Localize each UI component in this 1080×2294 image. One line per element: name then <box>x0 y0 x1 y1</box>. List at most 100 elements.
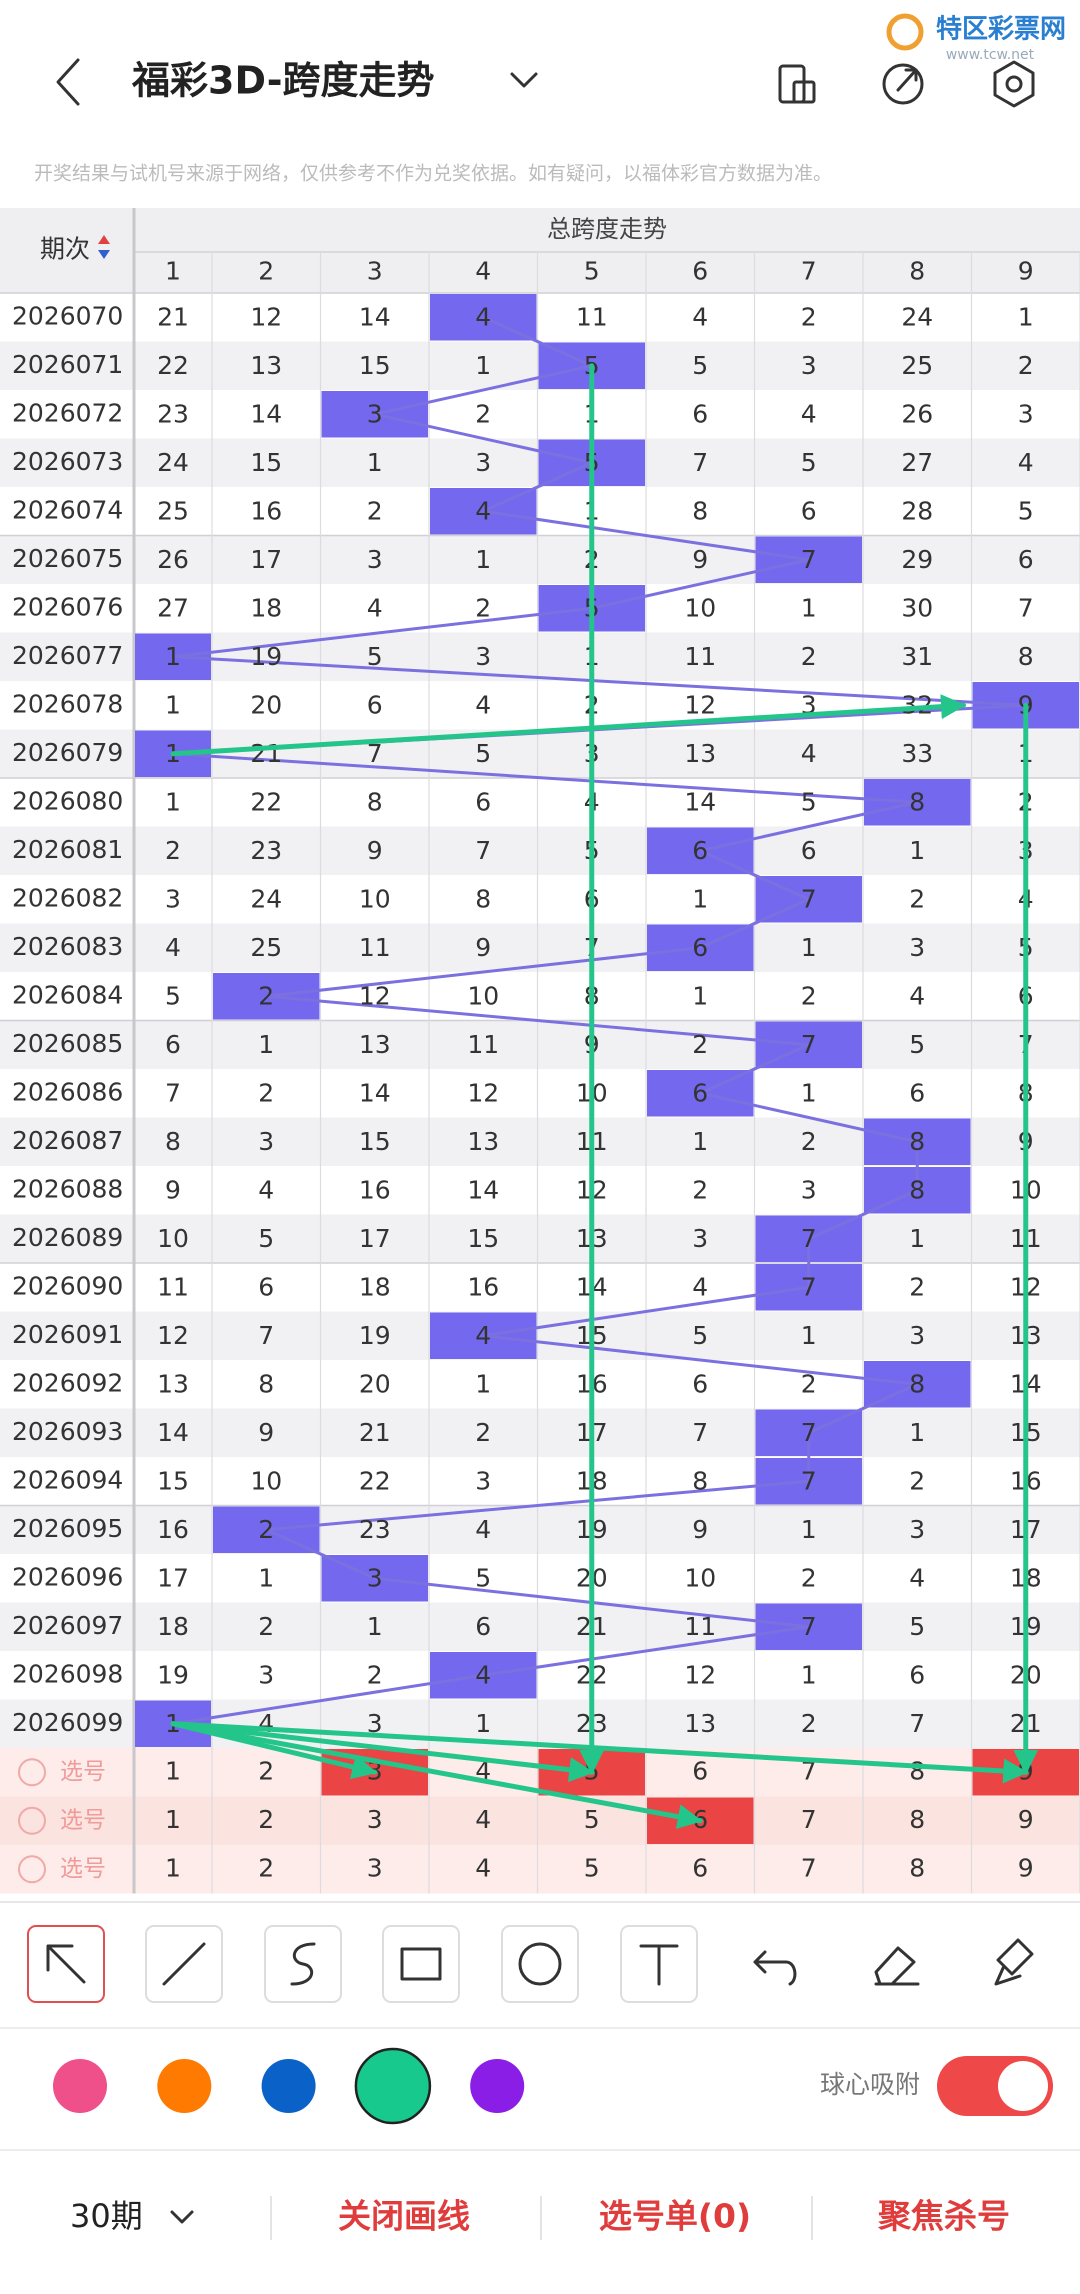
select-number[interactable]: 2 <box>258 1805 274 1834</box>
close-lines-button[interactable]: 关闭画线 <box>338 2197 470 2236</box>
select-number[interactable]: 7 <box>801 1756 817 1785</box>
rect-tool[interactable] <box>382 1925 460 2003</box>
green-arrow <box>170 694 966 757</box>
select-tool[interactable] <box>27 1925 105 2003</box>
trend-line <box>699 849 810 901</box>
select-number[interactable]: 8 <box>909 1756 925 1785</box>
select-number[interactable]: 4 <box>475 1853 491 1882</box>
span-value: 3 <box>367 399 383 428</box>
select-row-bg <box>0 1845 1080 1894</box>
select-number[interactable]: 8 <box>909 1805 925 1834</box>
omission-value: 14 <box>359 1078 391 1107</box>
select-number[interactable]: 6 <box>692 1853 708 1882</box>
color-swatch[interactable] <box>470 2059 525 2113</box>
select-number[interactable]: 2 <box>258 1853 274 1882</box>
period-dropdown[interactable] <box>170 2210 194 2224</box>
omission-value: 4 <box>801 739 817 768</box>
select-number[interactable]: 5 <box>584 1853 600 1882</box>
select-number[interactable]: 9 <box>1018 1805 1034 1834</box>
select-number[interactable]: 1 <box>165 1805 181 1834</box>
span-value: 7 <box>801 1224 817 1253</box>
omission-value: 9 <box>258 1418 274 1447</box>
color-swatch[interactable] <box>53 2059 107 2113</box>
select-number[interactable]: 1 <box>165 1853 181 1882</box>
omission-value: 6 <box>801 836 817 865</box>
curve-tool[interactable] <box>264 1925 342 2003</box>
omission-value: 2 <box>801 1127 817 1156</box>
text-tool[interactable] <box>620 1925 698 2003</box>
span-value: 4 <box>475 1321 491 1350</box>
page-title: 福彩3D-跨度走势 <box>131 59 434 103</box>
select-number[interactable]: 3 <box>367 1805 383 1834</box>
undo-button[interactable] <box>753 1950 797 1986</box>
period: 2026094 <box>12 1465 123 1494</box>
color-swatch[interactable] <box>157 2059 212 2113</box>
color-swatch[interactable] <box>261 2059 316 2113</box>
eraser-button[interactable] <box>874 1946 920 1986</box>
select-number[interactable]: 2 <box>258 1756 274 1785</box>
circle-tool[interactable] <box>501 1925 579 2003</box>
select-number[interactable]: 1 <box>165 1756 181 1785</box>
omission-value: 8 <box>367 787 383 816</box>
share-button[interactable] <box>882 63 924 105</box>
omission-value: 12 <box>250 302 282 331</box>
span-value: 8 <box>909 1369 925 1398</box>
omission-value: 10 <box>684 593 716 622</box>
omission-value: 10 <box>467 981 499 1010</box>
select-number[interactable]: 6 <box>692 1756 708 1785</box>
trend-line <box>172 606 592 659</box>
layout-button[interactable] <box>778 64 816 104</box>
period: 2026071 <box>12 350 123 379</box>
title-dropdown[interactable] <box>510 72 538 88</box>
omission-value: 9 <box>692 1515 708 1544</box>
line-tool[interactable] <box>145 1925 223 2003</box>
row-bg <box>0 1505 1080 1554</box>
omission-value: 14 <box>157 1418 189 1447</box>
omission-value: 2 <box>475 399 491 428</box>
back-button[interactable] <box>56 58 80 106</box>
row-bg <box>0 1069 1080 1118</box>
period: 2026074 <box>12 495 123 524</box>
trend-line <box>172 1673 484 1726</box>
trend-line <box>699 800 918 853</box>
period: 2026073 <box>12 447 123 476</box>
snap-toggle[interactable] <box>937 2056 1053 2116</box>
select-radio[interactable] <box>18 1806 46 1835</box>
select-number[interactable]: 7 <box>801 1805 817 1834</box>
settings-button[interactable] <box>993 60 1035 108</box>
span-value: 7 <box>801 1466 817 1495</box>
omission-value: 17 <box>157 1563 189 1592</box>
trend-line <box>172 655 1026 707</box>
omission-value: 7 <box>1018 593 1034 622</box>
omission-value: 9 <box>367 836 383 865</box>
omission-value: 1 <box>475 1709 491 1738</box>
period: 2026084 <box>12 980 123 1009</box>
clear-button[interactable] <box>994 1938 1034 1986</box>
omission-value: 1 <box>475 351 491 380</box>
omission-value: 16 <box>250 496 282 525</box>
column-header: 9 <box>1018 257 1034 286</box>
select-number[interactable]: 3 <box>367 1853 383 1882</box>
omission-value: 5 <box>258 1224 274 1253</box>
omission-value: 5 <box>1018 496 1034 525</box>
select-number[interactable]: 4 <box>475 1805 491 1834</box>
trend-line <box>482 461 593 513</box>
green-arrow <box>170 1721 703 1829</box>
omission-value: 8 <box>165 1127 181 1156</box>
omission-value: 2 <box>367 1660 383 1689</box>
select-radio[interactable] <box>18 1758 46 1787</box>
color-swatch[interactable] <box>354 2047 432 2125</box>
select-number[interactable]: 9 <box>1018 1853 1034 1882</box>
period-count[interactable]: 30期 <box>70 2197 143 2235</box>
ticket-button[interactable]: 选号单(0) <box>599 2197 751 2236</box>
focus-button[interactable]: 聚焦杀号 <box>877 2197 1010 2236</box>
omission-value: 4 <box>692 302 708 331</box>
select-number[interactable]: 7 <box>801 1853 817 1882</box>
select-number[interactable]: 5 <box>584 1805 600 1834</box>
omission-value: 4 <box>801 399 817 428</box>
select-number[interactable]: 8 <box>909 1853 925 1882</box>
select-radio[interactable] <box>18 1855 46 1884</box>
omission-value: 21 <box>250 739 282 768</box>
omission-value: 33 <box>901 739 933 768</box>
omission-value: 23 <box>157 399 189 428</box>
